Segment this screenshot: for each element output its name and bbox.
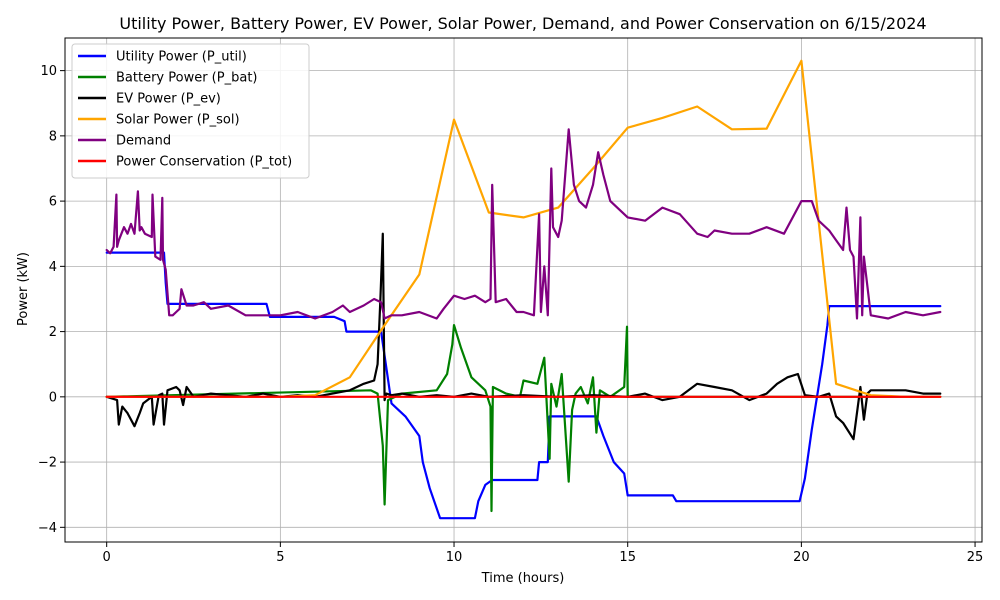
legend-label: Power Conservation (P_tot)	[116, 155, 292, 170]
x-tick-label: 15	[619, 550, 636, 565]
legend: Utility Power (P_util) Battery Power (P_b…	[71, 43, 310, 179]
x-tick-label: 10	[446, 550, 463, 565]
series-line-solar-power	[105, 59, 942, 398]
y-tick-label: 8	[49, 129, 57, 144]
y-tick-label: 0	[49, 390, 57, 405]
x-tick-label: 25	[967, 550, 984, 565]
series-line-demand	[105, 128, 942, 320]
legend-label: Battery Power (P_bat)	[116, 71, 257, 86]
legend-label: EV Power (P_ev)	[116, 92, 221, 107]
y-tick-label: −4	[38, 521, 57, 536]
y-tick-label: −2	[38, 456, 57, 471]
legend-label: Utility Power (P_util)	[116, 50, 247, 65]
legend-label: Demand	[116, 134, 171, 149]
legend-box	[71, 43, 310, 179]
series-line-battery-power	[105, 324, 942, 513]
chart-title: Utility Power, Battery Power, EV Power, …	[119, 14, 926, 33]
plot-frame	[64, 37, 983, 543]
y-tick-label: 2	[49, 325, 57, 340]
series-layer	[105, 59, 942, 520]
axis-ticks: 0 5 10 15 20 25 −4 −2 0 2 4 6 8 10	[38, 64, 983, 565]
x-axis-label: Time (hours)	[481, 571, 565, 586]
y-tick-label: 10	[40, 64, 57, 79]
x-tick-label: 20	[793, 550, 810, 565]
x-tick-label: 5	[276, 550, 284, 565]
legend-label: Solar Power (P_sol)	[116, 113, 240, 128]
y-tick-label: 6	[49, 195, 57, 210]
x-tick-label: 0	[103, 550, 111, 565]
y-tick-label: 4	[49, 260, 57, 275]
y-axis-label: Power (kW)	[16, 252, 31, 326]
